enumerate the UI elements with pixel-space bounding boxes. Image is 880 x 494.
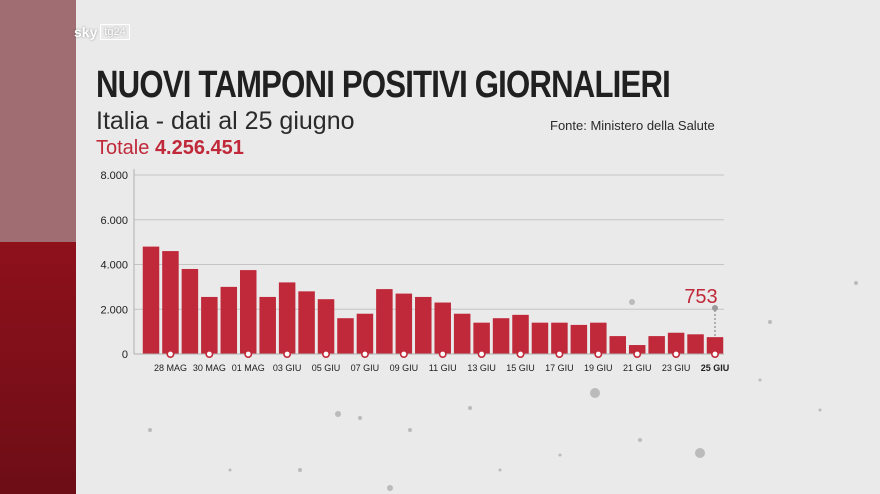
bar — [239, 270, 257, 354]
highlight-marker — [712, 305, 718, 311]
bar — [434, 302, 451, 354]
bar — [512, 314, 529, 354]
background-dot — [228, 468, 232, 472]
x-tick-label: 07 GIU — [351, 363, 380, 373]
y-tick-label: 4.000 — [100, 260, 128, 272]
x-tick-label: 15 GIU — [506, 363, 535, 373]
bar — [337, 318, 354, 354]
x-tick-marker — [672, 349, 681, 358]
y-tick-label: 2.000 — [100, 304, 128, 316]
x-tick-label: 05 GIU — [312, 363, 341, 373]
bar — [453, 313, 471, 354]
bar — [648, 336, 665, 354]
background-dot — [758, 378, 762, 382]
bar — [162, 251, 179, 354]
background-dot — [638, 438, 642, 442]
background-dot — [558, 453, 562, 457]
bar — [181, 268, 199, 354]
chart-title: NUOVI TAMPONI POSITIVI GIORNALIERI — [96, 64, 671, 106]
bar — [551, 322, 568, 354]
bar — [706, 337, 724, 354]
data-source: Fonte: Ministero della Salute — [550, 118, 715, 133]
bar — [278, 282, 296, 354]
logo-brand: sky — [74, 24, 98, 40]
x-tick-marker — [516, 349, 525, 358]
bar — [395, 293, 413, 354]
x-tick-marker — [633, 349, 642, 358]
x-tick-marker — [244, 349, 253, 358]
x-tick-label: 09 GIU — [390, 363, 419, 373]
x-tick-label: 13 GIU — [467, 363, 496, 373]
x-tick-label: 30 MAG — [193, 363, 226, 373]
x-tick-marker — [360, 349, 369, 358]
bar — [201, 296, 218, 354]
bar — [609, 336, 627, 354]
x-tick-marker — [283, 349, 292, 358]
bar — [492, 318, 510, 354]
x-tick-label: 28 MAG — [154, 363, 187, 373]
bar — [473, 322, 490, 354]
x-tick-marker — [477, 349, 486, 358]
highlight-value-label: 753 — [684, 286, 717, 308]
total-line: Totale 4.256.451 — [96, 137, 244, 160]
x-tick-label: 01 MAG — [232, 363, 265, 373]
x-tick-marker — [166, 349, 175, 358]
background-dot — [590, 388, 600, 398]
x-tick-marker — [322, 349, 331, 358]
background-dot — [335, 411, 341, 417]
x-tick-label: 03 GIU — [273, 363, 302, 373]
bar — [687, 334, 704, 354]
bar — [531, 322, 549, 354]
y-tick-label: 0 — [122, 349, 128, 361]
background-dot — [854, 281, 858, 285]
total-value: 4.256.451 — [154, 137, 244, 159]
bar — [376, 289, 393, 354]
sky-tg24-logo: sky tg24 — [74, 23, 130, 41]
background-dot — [298, 468, 302, 472]
bar — [220, 286, 238, 354]
y-tick-label: 6.000 — [100, 215, 128, 227]
bar — [317, 299, 335, 354]
bar — [628, 345, 646, 354]
left-color-band — [0, 0, 76, 494]
bar — [142, 246, 160, 354]
bar — [667, 332, 685, 354]
x-tick-marker — [555, 349, 564, 358]
background-dot — [498, 468, 502, 472]
total-label: Totale — [96, 137, 150, 159]
bar — [415, 296, 432, 354]
x-tick-marker — [205, 349, 214, 358]
x-tick-marker — [438, 349, 447, 358]
y-tick-label: 8.000 — [100, 170, 128, 182]
x-tick-label: 19 GIU — [584, 363, 613, 373]
chart-subtitle: Italia - dati al 25 giugno — [96, 107, 355, 135]
logo-channel: tg24 — [100, 24, 130, 40]
bar — [259, 296, 276, 354]
background-dot — [818, 408, 822, 412]
background-dot — [468, 406, 472, 410]
background-dot — [768, 320, 772, 324]
x-tick-marker — [399, 349, 408, 358]
x-tick-marker — [594, 349, 603, 358]
left-band-bottom — [0, 242, 76, 494]
left-band-top — [0, 0, 76, 242]
x-tick-label: 21 GIU — [623, 363, 652, 373]
background-dot — [387, 485, 393, 491]
background-dot — [408, 428, 412, 432]
x-tick-label: 25 GIU — [701, 363, 730, 373]
x-tick-marker — [710, 349, 719, 358]
bar — [590, 322, 607, 354]
background-dot — [148, 428, 152, 432]
background-dot — [629, 299, 635, 305]
bar — [356, 313, 374, 354]
x-tick-label: 17 GIU — [545, 363, 574, 373]
x-tick-label: 23 GIU — [662, 363, 691, 373]
x-tick-label: 11 GIU — [429, 363, 457, 373]
bar — [298, 291, 315, 354]
bar — [570, 324, 588, 354]
background-dot — [358, 416, 362, 420]
background-dot — [695, 448, 705, 458]
